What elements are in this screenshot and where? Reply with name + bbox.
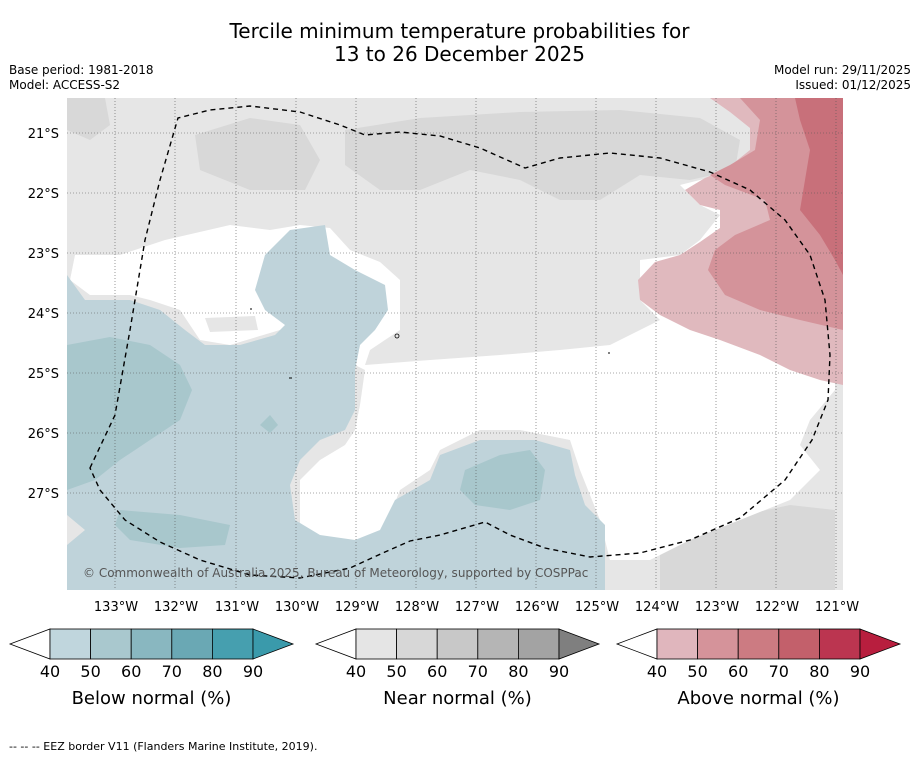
lat-label: 23°S <box>28 247 59 262</box>
below-normal-50-60 <box>115 510 230 548</box>
colorbar-tick-label: 60 <box>427 662 447 681</box>
lon-label: 131°W <box>215 600 259 615</box>
lat-label: 22°S <box>28 187 59 202</box>
colorbar-tick-label: 90 <box>549 662 569 681</box>
colorbar-extend-high <box>252 628 295 660</box>
latitude-labels: 21°S 22°S 23°S 24°S 25°S 26°S 27°S <box>28 127 59 502</box>
colorbar-segment <box>477 628 519 660</box>
colorbar-segment <box>436 628 479 660</box>
colorbar-extend-low <box>8 628 51 660</box>
colorbar-tick-label: 80 <box>508 662 528 681</box>
colorbar-tick-label: 50 <box>80 662 100 681</box>
colorbar-tick-label: 40 <box>40 662 60 681</box>
colorbar-above-normal: 40 50 60 70 80 90 Above normal (%) <box>615 628 902 709</box>
colorbar-segment <box>90 628 132 660</box>
lon-label: 130°W <box>275 600 319 615</box>
below-normal-50-60 <box>460 450 545 510</box>
above-normal-60-70 <box>795 98 843 275</box>
climatology-gap <box>70 98 835 560</box>
colorbar-segment <box>518 628 560 660</box>
lat-label: 21°S <box>28 127 59 142</box>
colorbar-segment <box>49 628 91 660</box>
colorbar-tick-label: 80 <box>202 662 222 681</box>
colorbar-tick-label: 60 <box>121 662 141 681</box>
colorbar-tick-label: 70 <box>769 662 789 681</box>
lon-label: 132°W <box>154 600 198 615</box>
colorbar-segment <box>778 628 820 660</box>
copyright-notice: © Commonwealth of Australia 2025, Bureau… <box>83 566 588 580</box>
lon-label: 125°W <box>575 600 619 615</box>
colorbar-tick-label: 70 <box>162 662 182 681</box>
below-normal-50-60 <box>260 415 278 433</box>
colorbar-tick-label: 40 <box>647 662 667 681</box>
colorbar-below-normal: 40 50 60 70 80 90 Below normal (%) <box>8 628 295 709</box>
colorbar-segment <box>171 628 213 660</box>
model-run-text: Model run: 29/11/2025 <box>773 63 911 77</box>
lat-label: 24°S <box>28 307 59 322</box>
colorbar-segment <box>656 628 698 660</box>
issued-text: Issued: 01/12/2025 <box>795 78 911 92</box>
colorbar-segment <box>355 628 397 660</box>
colorbar-tick-label: 70 <box>468 662 488 681</box>
lon-label: 123°W <box>695 600 739 615</box>
lat-label: 26°S <box>28 427 59 442</box>
lon-label: 127°W <box>455 600 499 615</box>
colorbar-tick-label: 90 <box>243 662 263 681</box>
colorbar-title: Above normal (%) <box>677 688 839 709</box>
model-text: Model: ACCESS-S2 <box>9 78 121 92</box>
lon-label: 124°W <box>635 600 679 615</box>
eez-border <box>89 105 831 579</box>
colorbar-extend-high <box>558 628 601 660</box>
lon-label: 128°W <box>395 600 439 615</box>
colorbar-tick-label: 50 <box>386 662 406 681</box>
lat-label: 25°S <box>28 367 59 382</box>
colorbar-tick-label: 80 <box>809 662 829 681</box>
climatology-gap <box>605 370 800 450</box>
longitude-labels: 133°W 132°W 131°W 130°W 129°W 128°W 127°… <box>94 600 859 615</box>
colorbar-extend-low <box>314 628 357 660</box>
lon-label: 121°W <box>815 600 859 615</box>
probability-field: © Commonwealth of Australia 2025, Bureau… <box>67 98 843 590</box>
colorbar-segment <box>396 628 438 660</box>
lon-label: 126°W <box>515 600 559 615</box>
eez-footer-note: -- -- -- EEZ border V11 (Flanders Marine… <box>9 740 318 753</box>
colorbar-segment <box>211 628 254 660</box>
near-normal-patch <box>345 110 740 200</box>
lon-label: 122°W <box>755 600 799 615</box>
colorbar-tick-label: 90 <box>850 662 870 681</box>
near-normal-patch <box>67 98 110 140</box>
near-normal-islet <box>205 316 258 332</box>
chart-title-line2: 13 to 26 December 2025 <box>333 42 585 66</box>
colorbar-near-normal: 40 50 60 70 80 90 Near normal (%) <box>314 628 601 709</box>
lat-label: 27°S <box>28 487 59 502</box>
colorbar-extend-low <box>615 628 658 660</box>
island-marker <box>394 333 400 339</box>
lon-label: 129°W <box>335 600 379 615</box>
colorbar-title: Near normal (%) <box>383 688 532 709</box>
base-period-text: Base period: 1981-2018 <box>9 63 154 77</box>
lon-label: 133°W <box>94 600 138 615</box>
colorbar-tick-label: 60 <box>728 662 748 681</box>
colorbar-extend-high <box>859 628 902 660</box>
colorbar-segment <box>819 628 861 660</box>
colorbar-segment <box>697 628 739 660</box>
chart-title-line1: Tercile minimum temperature probabilitie… <box>229 19 690 43</box>
gridlines <box>67 98 843 590</box>
colorbar-title: Below normal (%) <box>72 688 232 709</box>
colorbar-segment <box>130 628 173 660</box>
near-normal-patch <box>195 118 320 190</box>
colorbar-segment <box>737 628 780 660</box>
colorbar-tick-label: 50 <box>687 662 707 681</box>
colorbar-tick-label: 40 <box>346 662 366 681</box>
